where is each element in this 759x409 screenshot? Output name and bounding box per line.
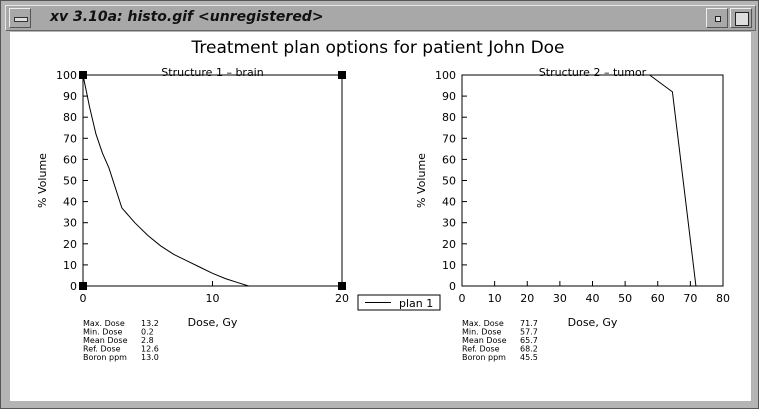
y-tick-label: 50 [442, 175, 456, 188]
stat-label: Mean Dose [462, 336, 507, 345]
stat-label: Boron ppm [462, 353, 506, 362]
y-axis-label: % Volume [415, 153, 428, 208]
y-tick-label: 100 [56, 69, 77, 82]
stat-label: Max. Dose [83, 319, 125, 328]
selection-handle [338, 71, 346, 79]
y-tick-label: 80 [63, 111, 77, 124]
x-tick-label: 0 [80, 292, 87, 305]
y-tick-label: 80 [442, 111, 456, 124]
y-tick-label: 10 [63, 259, 77, 272]
stat-value: 12.6 [141, 345, 159, 354]
y-tick-label: 40 [63, 196, 77, 209]
y-tick-label: 30 [63, 217, 77, 230]
y-tick-label: 60 [442, 153, 456, 166]
x-tick-label: 60 [651, 292, 665, 305]
y-axis-label: % Volume [36, 153, 49, 208]
selection-handle [338, 282, 346, 290]
y-tick-label: 30 [442, 217, 456, 230]
selection-handle [79, 282, 87, 290]
y-tick-label: 90 [63, 90, 77, 103]
stat-label: Min. Dose [462, 328, 502, 337]
title-bar[interactable]: xv 3.10a: histo.gif <unregistered> [5, 5, 756, 31]
x-tick-label: 0 [459, 292, 466, 305]
stat-value: 45.5 [520, 353, 538, 362]
x-tick-label: 50 [618, 292, 632, 305]
minimize-icon[interactable] [706, 8, 728, 28]
x-tick-label: 20 [520, 292, 534, 305]
image-canvas: Treatment plan options for patient John … [10, 32, 751, 401]
plot-structure-1-brain: Structure 1 – brain 0 10 20 30 40 50 60 70 80 90 10… [36, 66, 349, 362]
stat-label: Mean Dose [83, 336, 128, 345]
y-tick-label: 0 [449, 280, 456, 293]
stat-label: Max. Dose [462, 319, 504, 328]
legend-label: plan 1 [399, 297, 433, 310]
plot-title: Structure 1 – brain [161, 66, 263, 79]
stat-label: Ref. Dose [83, 345, 121, 354]
y-tick-label: 100 [435, 69, 456, 82]
y-tick-label: 70 [442, 132, 456, 145]
y-tick-label: 40 [442, 196, 456, 209]
x-axis-label: Dose, Gy [188, 316, 238, 329]
stat-label: Boron ppm [83, 353, 127, 362]
plot-title: Structure 2 – tumor [539, 66, 647, 79]
stat-value: 68.2 [520, 345, 538, 354]
dvh-figure: Treatment plan options for patient John … [36, 38, 730, 362]
x-tick-label: 70 [683, 292, 697, 305]
series-line-plan-1 [82, 74, 249, 287]
y-tick-label: 90 [442, 90, 456, 103]
stat-value: 65.7 [520, 336, 538, 345]
y-tick-label: 70 [63, 132, 77, 145]
plot-structure-2-tumor: Structure 2 – tumor 0 10 20 30 40 50 60 70 80 90 10… [415, 66, 730, 362]
legend-box [357, 294, 441, 311]
window-title: xv 3.10a: histo.gif <unregistered> [50, 9, 324, 25]
y-tick-label: 60 [63, 153, 77, 166]
stat-value: 57.7 [520, 328, 538, 337]
y-tick-label: 50 [63, 175, 77, 188]
x-tick-label: 80 [716, 292, 730, 305]
plot-frame [461, 74, 724, 287]
stat-value: 0.2 [141, 328, 154, 337]
x-tick-label: 10 [206, 292, 220, 305]
x-tick-label: 30 [553, 292, 567, 305]
stat-value: 71.7 [520, 319, 538, 328]
plot-frame [82, 74, 343, 287]
series-line-plan-1 [649, 74, 697, 287]
window-menu-icon[interactable] [9, 8, 31, 28]
legend: plan 1 [357, 294, 441, 311]
figure-title: Treatment plan options for patient John … [190, 38, 564, 58]
stat-value: 13.0 [141, 353, 159, 362]
x-tick-label: 40 [586, 292, 600, 305]
y-tick-label: 20 [63, 238, 77, 251]
y-tick-label: 0 [70, 280, 77, 293]
x-tick-label: 10 [488, 292, 502, 305]
x-axis-label: Dose, Gy [568, 316, 618, 329]
y-tick-label: 10 [442, 259, 456, 272]
x-tick-label: 20 [335, 292, 349, 305]
y-tick-label: 20 [442, 238, 456, 251]
selection-handle [79, 71, 87, 79]
stat-label: Min. Dose [83, 328, 123, 337]
stat-value: 13.2 [141, 319, 159, 328]
maximize-icon[interactable] [730, 8, 752, 28]
stat-label: Ref. Dose [462, 345, 500, 354]
stat-value: 2.8 [141, 336, 154, 345]
